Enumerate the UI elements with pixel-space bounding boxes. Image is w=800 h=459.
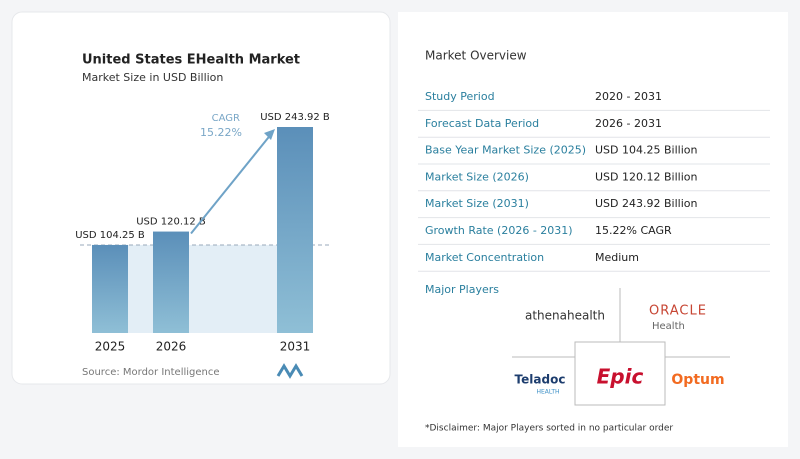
- chart-title: United States EHealth Market: [82, 53, 300, 68]
- chart-subtitle: Market Size in USD Billion: [82, 71, 223, 84]
- row-label: Base Year Market Size (2025): [425, 144, 586, 157]
- cagr-arrow: [190, 132, 273, 235]
- source: Source: Mordor Intelligence: [82, 367, 220, 378]
- row-value: 15.22% CAGR: [595, 224, 672, 237]
- player-logo: Optum: [671, 372, 724, 388]
- overview-panel: [398, 12, 788, 447]
- row-value: USD 243.92 Billion: [595, 197, 697, 210]
- player-logo: Teladoc: [515, 373, 566, 387]
- x-tick-label: 2025: [95, 340, 126, 354]
- brand-logo: [276, 363, 304, 379]
- bar: [153, 231, 189, 333]
- annotation: 15.22%: [200, 126, 242, 139]
- player-logo: ORACLE: [649, 304, 707, 319]
- value-label: USD 120.12 B: [136, 217, 206, 228]
- row-label: Market Size (2026): [425, 170, 529, 183]
- overview-title: Market Overview: [425, 49, 527, 63]
- row-label: Forecast Data Period: [425, 117, 539, 130]
- value-label: USD 243.92 B: [260, 112, 330, 123]
- row-value: 2020 - 2031: [595, 90, 662, 103]
- disclaimer: *Disclaimer: Major Players sorted in no …: [425, 424, 673, 434]
- row-value: USD 120.12 Billion: [595, 170, 697, 183]
- player-logo: athenahealth: [525, 309, 605, 323]
- annotation: CAGR: [212, 113, 240, 124]
- bar: [277, 127, 313, 333]
- player-logo: Epic: [597, 365, 644, 389]
- bar: [92, 244, 128, 333]
- row-value: 2026 - 2031: [595, 117, 662, 130]
- shaded-area: [110, 244, 295, 333]
- player-logo: Health: [652, 321, 685, 332]
- row-label: Market Size (2031): [425, 197, 529, 210]
- row-label: Growth Rate (2026 - 2031): [425, 224, 573, 237]
- player-logo: HEALTH: [536, 389, 559, 396]
- row-label: Study Period: [425, 90, 495, 103]
- value-label: USD 104.25 B: [75, 230, 145, 241]
- player-grid: [512, 288, 730, 406]
- x-tick-label: 2031: [280, 340, 311, 354]
- row-label: Market Concentration: [425, 251, 544, 264]
- players-title: Major Players: [425, 283, 499, 296]
- x-tick-label: 2026: [156, 340, 187, 354]
- row-value: USD 104.25 Billion: [595, 144, 697, 157]
- row-value: Medium: [595, 251, 639, 264]
- arrow-head: [264, 129, 275, 140]
